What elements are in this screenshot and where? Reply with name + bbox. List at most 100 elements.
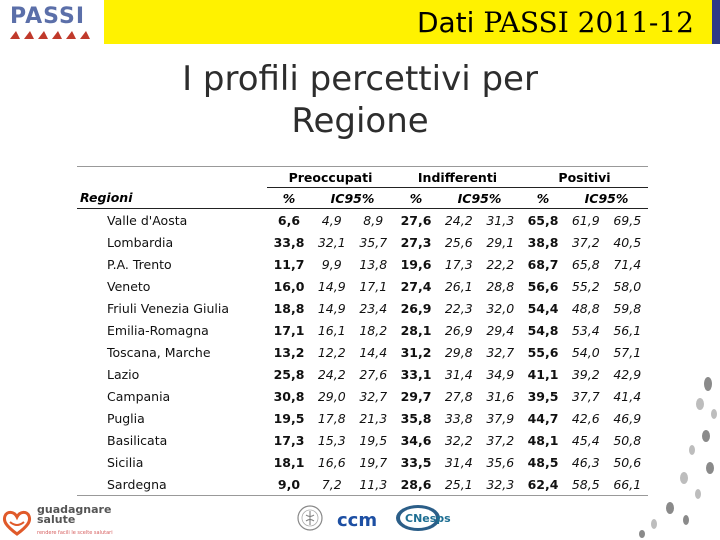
pct-value: 39,5 xyxy=(527,388,559,404)
ci-high-value: 13,8 xyxy=(359,256,388,272)
ci-high-value: 19,7 xyxy=(359,454,388,470)
ci-high-value: 31,3 xyxy=(486,212,515,228)
region-name: Lazio xyxy=(107,366,140,382)
ci-high-value: 50,8 xyxy=(613,432,642,448)
pct-value: 35,8 xyxy=(400,410,432,426)
ci-low-value: 48,8 xyxy=(571,300,600,316)
ci-high-value: 40,5 xyxy=(613,234,642,250)
pct-value: 48,1 xyxy=(527,432,559,448)
gs-line1: guadagnare xyxy=(37,503,112,516)
ci-high-value: 32,7 xyxy=(486,344,515,360)
ci-high-value: 41,4 xyxy=(613,388,642,404)
ci-low-value: 16,1 xyxy=(317,322,346,338)
pct-value: 31,2 xyxy=(400,344,432,360)
ci-high-value: 29,1 xyxy=(486,234,515,250)
pct-value: 27,4 xyxy=(400,278,432,294)
region-name: Toscana, Marche xyxy=(107,344,211,360)
pct-value: 30,8 xyxy=(273,388,305,404)
region-name: Emilia-Romagna xyxy=(107,322,209,338)
pct-value: 33,1 xyxy=(400,366,432,382)
pct-value: 18,8 xyxy=(273,300,305,316)
column-header-ci: IC95% xyxy=(311,187,394,209)
pct-value: 33,5 xyxy=(400,454,432,470)
ci-low-value: 17,8 xyxy=(317,410,346,426)
column-header-ci: IC95% xyxy=(438,187,521,209)
ci-high-value: 66,1 xyxy=(606,473,648,496)
pct-value: 17,3 xyxy=(273,432,305,448)
pct-value: 19,5 xyxy=(273,410,305,426)
region-name: Puglia xyxy=(107,410,145,426)
column-header-pct: % xyxy=(394,187,438,209)
ci-low-value: 29,8 xyxy=(444,344,473,360)
group-header-preoccupati: Preoccupati xyxy=(267,166,394,188)
region-name: Lombardia xyxy=(107,234,174,250)
ci-low-value: 29,0 xyxy=(317,388,346,404)
ci-high-value: 19,5 xyxy=(359,432,388,448)
pct-value: 28,6 xyxy=(394,473,438,496)
ci-low-value: 9,9 xyxy=(321,256,342,272)
pct-value: 48,5 xyxy=(527,454,559,470)
ci-low-value: 53,4 xyxy=(571,322,600,338)
ci-high-value: 18,2 xyxy=(359,322,388,338)
region-name: Campania xyxy=(107,388,171,404)
ci-low-value: 26,1 xyxy=(444,278,473,294)
passi-figures-icon xyxy=(10,31,90,39)
ci-high-value: 69,5 xyxy=(613,212,642,228)
page-title-line2: Regione xyxy=(291,101,429,141)
table-row: Lombardia 33,8 32,1 35,7 27,3 25,6 29,1 38,8 37,… xyxy=(77,231,648,253)
ci-low-value: 33,8 xyxy=(444,410,473,426)
region-name: Sardegna xyxy=(77,473,267,496)
ci-low-value: 31,4 xyxy=(444,366,473,382)
table-row: P.A. Trento 11,7 9,9 13,8 19,6 17,3 22,2 68,7 65… xyxy=(77,253,648,275)
table-row: Emilia-Romagna 17,1 16,1 18,2 28,1 26,9 29,4 54… xyxy=(77,319,648,341)
ci-high-value: 42,9 xyxy=(613,366,642,382)
page-title-line1: I profili percettivi per xyxy=(182,59,538,99)
ci-low-value: 61,9 xyxy=(571,212,600,228)
ci-high-value: 31,6 xyxy=(486,388,515,404)
ci-high-value: 50,6 xyxy=(613,454,642,470)
pct-value: 16,0 xyxy=(273,278,305,294)
pct-value: 68,7 xyxy=(527,256,559,272)
region-name: P.A. Trento xyxy=(107,256,172,272)
pct-value: 6,6 xyxy=(277,212,301,228)
table-row: Sardegna 9,0 7,2 11,3 28,6 25,1 32,3 62,4 58,5 66… xyxy=(77,473,648,496)
ci-low-value: 32,1 xyxy=(317,234,346,250)
ci-low-value: 26,9 xyxy=(444,322,473,338)
ci-low-value: 46,3 xyxy=(571,454,600,470)
group-header-row: Preoccupati Indifferenti Positivi xyxy=(77,166,648,188)
ci-high-value: 59,8 xyxy=(613,300,642,316)
header-title-suffix: PASSI 2011-12 xyxy=(483,6,694,39)
group-header-empty xyxy=(77,167,267,188)
ci-high-value: 17,1 xyxy=(359,278,388,294)
pct-value: 33,8 xyxy=(273,234,305,250)
regional-table: Preoccupati Indifferenti Positivi Region… xyxy=(77,166,648,496)
table-row: Basilicata 17,3 15,3 19,5 34,6 32,2 37,2 48,1 45… xyxy=(77,429,648,451)
column-header-pct: % xyxy=(521,187,565,209)
ci-low-value: 31,4 xyxy=(444,454,473,470)
ci-low-value: 45,4 xyxy=(571,432,600,448)
ci-high-value: 21,3 xyxy=(359,410,388,426)
ci-low-value: 25,6 xyxy=(444,234,473,250)
ci-high-value: 32,3 xyxy=(479,473,521,496)
guadagnare-salute-logo: guadagnare salute xyxy=(37,503,112,525)
ci-low-value: 55,2 xyxy=(571,278,600,294)
pct-value: 25,8 xyxy=(273,366,305,382)
pct-value: 11,7 xyxy=(273,256,305,272)
ci-low-value: 15,3 xyxy=(317,432,346,448)
table-row: Friuli Venezia Giulia 18,8 14,9 23,4 26,9 22,… xyxy=(77,297,648,319)
pct-value: 56,6 xyxy=(527,278,559,294)
ci-high-value: 56,1 xyxy=(613,322,642,338)
gs-tagline: rendere facili le scelte salutari xyxy=(37,530,113,536)
ci-low-value: 37,2 xyxy=(571,234,600,250)
table-row: Valle d'Aosta 6,6 4,9 8,9 27,6 24,2 31,3 65,8 61… xyxy=(77,209,648,232)
cnesps-logo-text: CNesps xyxy=(405,512,451,525)
passi-logo: PASSI xyxy=(0,0,104,44)
header-title: Dati PASSI 2011-12 xyxy=(417,6,694,39)
cnesps-logo-icon xyxy=(396,505,440,531)
pct-value: 54,4 xyxy=(527,300,559,316)
table-row: Veneto 16,0 14,9 17,1 27,4 26,1 28,8 56,6 55,2 58… xyxy=(77,275,648,297)
region-name: Valle d'Aosta xyxy=(107,212,188,228)
ci-low-value: 39,2 xyxy=(571,366,600,382)
ci-high-value: 37,9 xyxy=(486,410,515,426)
ci-low-value: 54,0 xyxy=(571,344,600,360)
